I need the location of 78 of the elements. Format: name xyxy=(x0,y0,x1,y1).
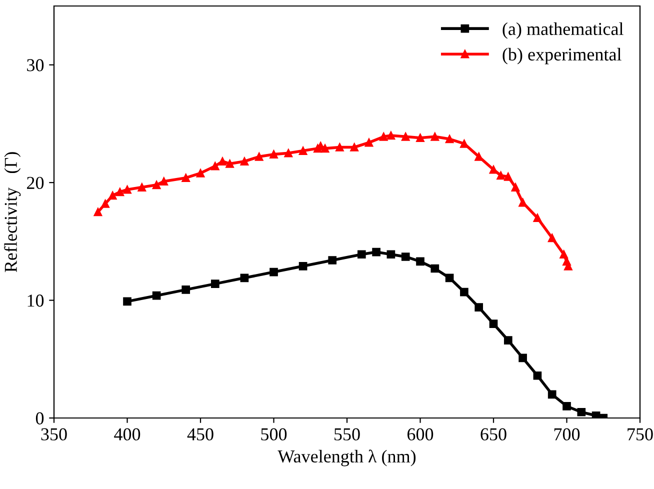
x-tick-label: 700 xyxy=(554,428,580,440)
point xyxy=(401,132,410,141)
x-tick-label: 350 xyxy=(41,428,67,440)
x-tick-label: 450 xyxy=(187,428,214,440)
point xyxy=(372,248,380,256)
point xyxy=(218,157,227,166)
point xyxy=(270,268,278,276)
point xyxy=(160,177,168,186)
point xyxy=(298,146,308,155)
point xyxy=(138,183,146,192)
point xyxy=(284,148,293,158)
point xyxy=(196,168,205,178)
point xyxy=(357,250,366,259)
point xyxy=(577,408,586,416)
point xyxy=(562,402,571,410)
point xyxy=(460,288,468,296)
x-tick-label: 750 xyxy=(628,428,653,440)
point xyxy=(430,132,440,141)
point xyxy=(116,188,124,196)
y-tick-label: 30 xyxy=(27,59,44,72)
point xyxy=(152,180,161,190)
point xyxy=(298,262,308,270)
point xyxy=(460,140,468,148)
point xyxy=(401,252,410,261)
point xyxy=(445,134,454,144)
point xyxy=(518,354,527,362)
y-tick-label: 20 xyxy=(27,176,44,190)
point xyxy=(182,286,190,294)
point xyxy=(364,138,374,147)
point xyxy=(226,160,234,168)
x-tick-label: 400 xyxy=(114,428,140,440)
point xyxy=(210,280,220,288)
point xyxy=(379,132,388,141)
x-axis-title: Wavelength λ (nm) xyxy=(278,450,416,466)
point xyxy=(430,264,440,273)
point xyxy=(328,256,337,264)
point xyxy=(548,390,556,399)
point xyxy=(123,297,132,306)
point xyxy=(445,274,454,282)
point xyxy=(254,152,264,161)
point xyxy=(386,131,396,140)
point xyxy=(240,274,249,282)
point xyxy=(123,185,132,194)
point xyxy=(489,320,498,328)
x-tick-label: 550 xyxy=(334,428,360,440)
point xyxy=(108,191,117,200)
point xyxy=(270,150,278,158)
point xyxy=(240,157,249,166)
point xyxy=(386,250,396,259)
x-tick-label: 600 xyxy=(407,428,434,440)
point xyxy=(416,134,424,142)
point xyxy=(474,303,484,312)
point xyxy=(504,336,512,344)
point xyxy=(548,234,556,242)
point xyxy=(518,198,527,207)
point xyxy=(489,165,498,174)
legend-label: (b) experimental xyxy=(502,48,622,64)
x-tick-label: 500 xyxy=(261,428,287,440)
legend-label: (a) mathematical xyxy=(502,22,624,39)
point xyxy=(504,172,512,181)
y-axis-title: Reflectivity (Γ) xyxy=(4,152,21,272)
point xyxy=(511,183,520,192)
y-tick-label: 10 xyxy=(28,294,44,307)
point xyxy=(182,174,190,182)
point xyxy=(152,291,161,300)
point xyxy=(350,143,358,152)
point xyxy=(210,162,220,170)
point xyxy=(336,143,344,152)
y-tick-label: 0 xyxy=(36,412,44,424)
point xyxy=(416,257,424,266)
point xyxy=(533,371,542,380)
point xyxy=(94,208,102,216)
point xyxy=(320,144,330,153)
point xyxy=(496,171,505,180)
point xyxy=(101,200,110,208)
point xyxy=(533,214,542,222)
x-tick-label: 650 xyxy=(480,428,506,440)
point xyxy=(560,250,568,259)
